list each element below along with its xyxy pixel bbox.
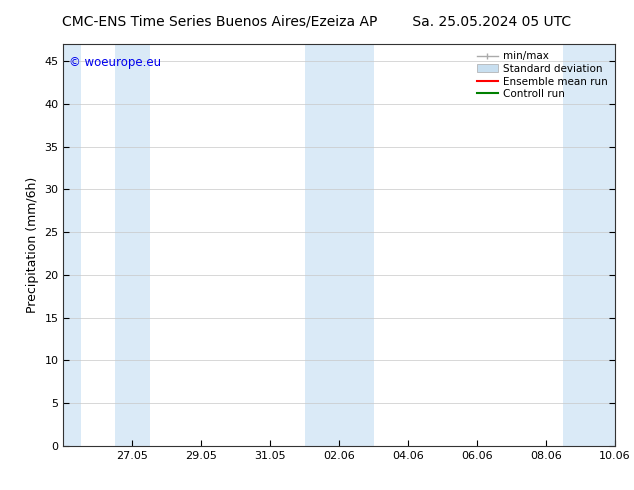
Bar — [115, 44, 150, 446]
Y-axis label: Precipitation (mm/6h): Precipitation (mm/6h) — [26, 177, 39, 313]
Text: © woeurope.eu: © woeurope.eu — [69, 56, 161, 69]
Bar — [305, 44, 373, 446]
Bar — [563, 44, 615, 446]
Legend: min/max, Standard deviation, Ensemble mean run, Controll run: min/max, Standard deviation, Ensemble me… — [475, 49, 610, 101]
Bar — [63, 44, 81, 446]
Text: CMC-ENS Time Series Buenos Aires/Ezeiza AP        Sa. 25.05.2024 05 UTC: CMC-ENS Time Series Buenos Aires/Ezeiza … — [62, 15, 572, 29]
